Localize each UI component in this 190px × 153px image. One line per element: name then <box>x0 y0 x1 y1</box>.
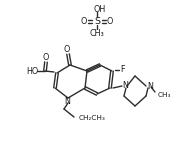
Text: CH₂CH₃: CH₂CH₃ <box>79 115 106 121</box>
Text: CH₃: CH₃ <box>90 28 104 37</box>
Text: F: F <box>120 65 124 73</box>
Text: HO: HO <box>26 67 38 75</box>
Text: O: O <box>107 17 113 26</box>
Text: S: S <box>94 17 100 26</box>
Text: N: N <box>122 80 128 90</box>
Text: O: O <box>43 52 49 62</box>
Text: O: O <box>64 45 70 54</box>
Text: CH₃: CH₃ <box>158 92 172 98</box>
Text: N: N <box>64 97 70 106</box>
Text: N: N <box>147 82 153 91</box>
Text: O: O <box>81 17 87 26</box>
Text: OH: OH <box>94 4 106 13</box>
